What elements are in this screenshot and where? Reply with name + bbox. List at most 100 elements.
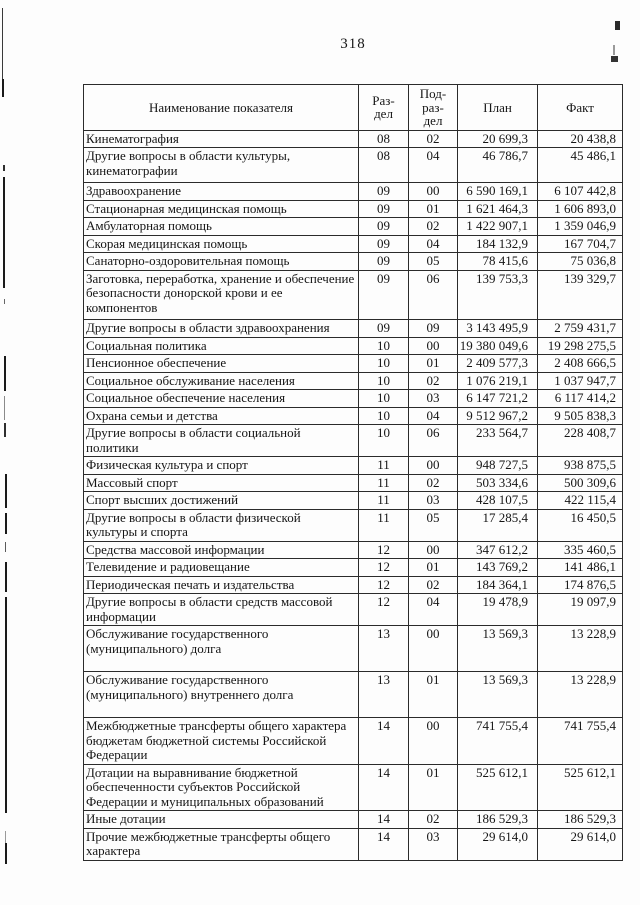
fakt-value-cell: 20 438,8 — [537, 129, 623, 148]
scan-artifact — [2, 8, 3, 83]
razdel-cell: 11 — [358, 456, 409, 475]
plan-value-cell: 13 569,3 — [457, 625, 538, 672]
indicator-name-cell: Амбулаторная помощь — [83, 217, 359, 236]
podrazdel-cell: 00 — [408, 456, 458, 475]
scan-artifact — [4, 356, 6, 391]
table-row: Кинематография 08 02 20 699,3 20 438,8 — [83, 129, 623, 148]
plan-value-cell: 1 422 907,1 — [457, 217, 538, 236]
razdel-cell: 12 — [358, 575, 409, 594]
table-row: Другие вопросы в области физической куль… — [83, 508, 623, 542]
table-header: Наименование показателя Раз- дел Под- ра… — [83, 84, 623, 131]
indicator-name-cell: Физическая культура и спорт — [83, 456, 359, 475]
indicator-name-cell: Другие вопросы в области здравоохранения — [83, 319, 359, 338]
razdel-cell: 14 — [358, 763, 409, 811]
fakt-value-cell: 228 408,7 — [537, 424, 623, 457]
scan-artifact — [5, 474, 7, 508]
plan-value-cell: 184 364,1 — [457, 575, 538, 594]
plan-value-cell: 428 107,5 — [457, 491, 538, 510]
fakt-value-cell: 525 612,1 — [537, 763, 623, 811]
scan-artifact — [4, 299, 5, 304]
table-row: Телевидение и радиовещание 12 01 143 769,2 1… — [83, 558, 623, 577]
podrazdel-cell: 00 — [408, 182, 458, 201]
scan-artifact — [2, 79, 4, 97]
scan-artifact — [5, 562, 7, 592]
indicator-name-cell: Обслуживание государственного (муниципал… — [83, 625, 359, 672]
indicator-name-cell: Средства массовой информации — [83, 540, 359, 559]
indicator-name-cell: Социальное обслуживание населения — [83, 371, 359, 390]
fakt-value-cell: 19 298 275,5 — [537, 336, 623, 355]
table-row: Другие вопросы в области средств массово… — [83, 593, 623, 626]
razdel-cell: 09 — [358, 182, 409, 201]
fakt-value-cell: 1 606 893,0 — [537, 199, 623, 218]
razdel-cell: 10 — [358, 354, 409, 373]
fakt-value-cell: 19 097,9 — [537, 593, 623, 626]
header-indicator-name: Наименование показателя — [83, 84, 359, 131]
plan-value-cell: 6 147 721,2 — [457, 389, 538, 408]
table-row: Межбюджетные трансферты общего характера… — [83, 717, 623, 765]
plan-value-cell: 139 753,3 — [457, 269, 538, 320]
plan-value-cell: 1 621 464,3 — [457, 199, 538, 218]
indicator-name-cell: Межбюджетные трансферты общего характера… — [83, 717, 359, 765]
razdel-cell: 09 — [358, 252, 409, 271]
table-row: Стационарная медицинская помощь 09 01 1 621… — [83, 199, 623, 218]
podrazdel-cell: 02 — [408, 371, 458, 390]
razdel-cell: 09 — [358, 269, 409, 320]
table-body: Кинематография 08 02 20 699,3 20 438,8 Другие… — [83, 129, 623, 861]
podrazdel-cell: 06 — [408, 424, 458, 457]
razdel-cell: 12 — [358, 540, 409, 559]
indicator-name-cell: Иные дотации — [83, 810, 359, 829]
podrazdel-cell: 04 — [408, 234, 458, 253]
table-row: Социальная политика 10 00 19 380 049,6 19 29… — [83, 336, 623, 355]
podrazdel-cell: 04 — [408, 147, 458, 183]
table-row: Средства массовой информации 12 00 347 612,… — [83, 540, 623, 559]
fakt-value-cell: 9 505 838,3 — [537, 406, 623, 425]
scan-artifact — [615, 21, 620, 30]
plan-value-cell: 13 569,3 — [457, 671, 538, 718]
indicator-name-cell: Заготовка, переработка, хранение и обесп… — [83, 269, 359, 320]
indicator-name-cell: Охрана семьи и детства — [83, 406, 359, 425]
scan-artifact — [5, 513, 7, 534]
table-row: Прочие межбюджетные трансферты общего ха… — [83, 827, 623, 861]
fakt-value-cell: 1 359 046,9 — [537, 217, 623, 236]
fakt-value-cell: 741 755,4 — [537, 717, 623, 765]
podrazdel-cell: 03 — [408, 491, 458, 510]
table-row: Обслуживание государственного (муниципал… — [83, 625, 623, 672]
indicator-name-cell: Пенсионное обеспечение — [83, 354, 359, 373]
razdel-cell: 09 — [358, 217, 409, 236]
indicator-name-cell: Стационарная медицинская помощь — [83, 199, 359, 218]
scan-artifact — [5, 831, 6, 843]
table-row: Амбулаторная помощь 09 02 1 422 907,1 1 359 … — [83, 217, 623, 236]
header-plan: План — [457, 84, 538, 131]
fakt-value-cell: 938 875,5 — [537, 456, 623, 475]
fakt-value-cell: 13 228,9 — [537, 625, 623, 672]
fakt-value-cell: 6 117 414,2 — [537, 389, 623, 408]
fakt-value-cell: 2 408 666,5 — [537, 354, 623, 373]
table-row: Охрана семьи и детства 10 04 9 512 967,2 9 5… — [83, 406, 623, 425]
indicator-name-cell: Кинематография — [83, 129, 359, 148]
fakt-value-cell: 141 486,1 — [537, 558, 623, 577]
header-fakt: Факт — [537, 84, 623, 131]
table-row: Периодическая печать и издательства 12 02 1… — [83, 575, 623, 594]
podrazdel-cell: 05 — [408, 508, 458, 542]
scan-artifact — [4, 396, 5, 420]
podrazdel-cell: 02 — [408, 217, 458, 236]
header-podrazdel: Под- раз- дел — [408, 84, 458, 131]
page-number: 318 — [340, 36, 366, 52]
indicator-name-cell: Дотации на выравнивание бюджетной обеспе… — [83, 763, 359, 811]
razdel-cell: 12 — [358, 593, 409, 626]
plan-value-cell: 347 612,2 — [457, 540, 538, 559]
indicator-name-cell: Другие вопросы в области физической куль… — [83, 508, 359, 542]
indicator-name-cell: Спорт высших достижений — [83, 491, 359, 510]
razdel-cell: 11 — [358, 473, 409, 492]
razdel-cell: 13 — [358, 671, 409, 718]
table-row: Другие вопросы в области социальной поли… — [83, 424, 623, 457]
podrazdel-cell: 00 — [408, 336, 458, 355]
fakt-value-cell: 167 704,7 — [537, 234, 623, 253]
table-row: Здравоохранение 09 00 6 590 169,1 6 107 442,… — [83, 182, 623, 201]
scan-artifact — [613, 45, 615, 55]
razdel-cell: 14 — [358, 717, 409, 765]
scan-artifact — [5, 542, 6, 552]
podrazdel-cell: 03 — [408, 389, 458, 408]
table-row: Санаторно-оздоровительная помощь 09 05 78 4… — [83, 252, 623, 271]
table-row: Другие вопросы в области культуры, кинем… — [83, 147, 623, 183]
